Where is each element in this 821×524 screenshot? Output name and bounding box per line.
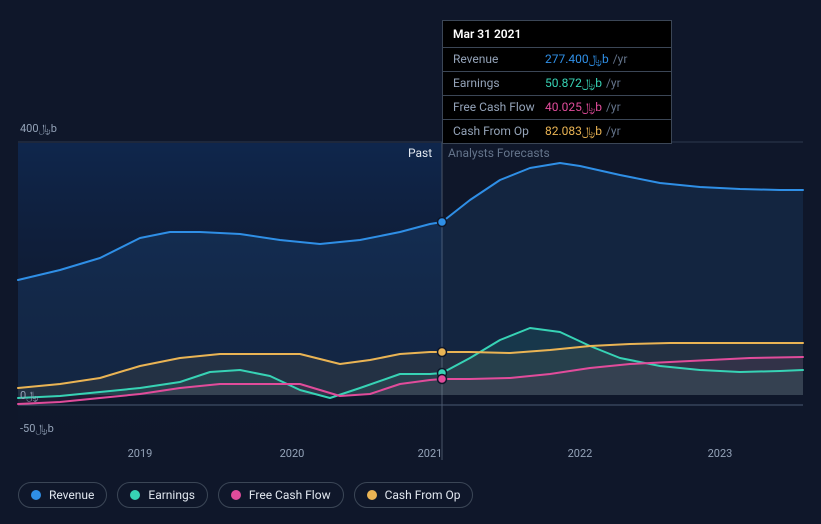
legend-label: Revenue	[49, 488, 94, 502]
tooltip-unit: /yr	[613, 52, 628, 67]
tooltip-row-revenue: Revenue﷼277.400b/yr	[443, 48, 671, 72]
legend-swatch	[31, 490, 41, 500]
chart-canvas[interactable]: 2019 2020 2021 2022 2023	[0, 0, 821, 524]
legend-item-cfo[interactable]: Cash From Op	[354, 482, 474, 508]
legend-item-revenue[interactable]: Revenue	[18, 482, 107, 508]
legend-swatch	[231, 490, 241, 500]
legend-label: Cash From Op	[385, 488, 461, 502]
tooltip-row-free-cash-flow: Free Cash Flow﷼40.025b/yr	[443, 96, 671, 120]
marker-free-cash-flow	[438, 375, 447, 384]
tooltip-value: ﷼40.025b	[545, 100, 602, 115]
section-label-past: Past	[408, 146, 432, 160]
y-tick: ﷼400b	[20, 122, 57, 136]
tooltip-value: ﷼82.083b	[545, 124, 602, 139]
y-tick: -﷼50b	[20, 422, 54, 436]
tooltip-unit: /yr	[606, 76, 621, 91]
x-tick: 2019	[128, 447, 153, 460]
marker-revenue	[438, 218, 447, 227]
tooltip-unit: /yr	[606, 124, 621, 139]
x-tick: 2021	[418, 447, 443, 460]
legend-swatch	[130, 490, 140, 500]
x-tick: 2020	[280, 447, 305, 460]
legend-item-fcf[interactable]: Free Cash Flow	[218, 482, 344, 508]
x-tick: 2023	[708, 447, 733, 460]
tooltip-value: ﷼50.872b	[545, 76, 602, 91]
tooltip-value: ﷼277.400b	[545, 52, 609, 67]
tooltip-row-earnings: Earnings﷼50.872b/yr	[443, 72, 671, 96]
legend-item-earnings[interactable]: Earnings	[117, 482, 208, 508]
chart-legend: Revenue Earnings Free Cash Flow Cash From O…	[18, 482, 473, 508]
tooltip-label: Cash From Op	[453, 124, 545, 139]
chart-tooltip: Mar 31 2021 Revenue﷼277.400b/yrEarnings﷼…	[442, 20, 672, 144]
x-tick: 2022	[568, 447, 593, 460]
tooltip-date: Mar 31 2021	[443, 21, 671, 48]
tooltip-unit: /yr	[606, 100, 621, 115]
tooltip-row-cash-from-op: Cash From Op﷼82.083b/yr	[443, 120, 671, 143]
y-tick: ﷼0	[20, 389, 38, 403]
section-label-forecast: Analysts Forecasts	[448, 146, 550, 160]
tooltip-label: Revenue	[453, 52, 545, 67]
marker-cash-from-op	[438, 348, 447, 357]
legend-label: Free Cash Flow	[249, 488, 331, 502]
financials-chart: 2019 2020 2021 2022 2023 Past Analysts Forec…	[0, 0, 821, 524]
tooltip-label: Free Cash Flow	[453, 100, 545, 115]
tooltip-label: Earnings	[453, 76, 545, 91]
legend-label: Earnings	[148, 488, 195, 502]
legend-swatch	[367, 490, 377, 500]
